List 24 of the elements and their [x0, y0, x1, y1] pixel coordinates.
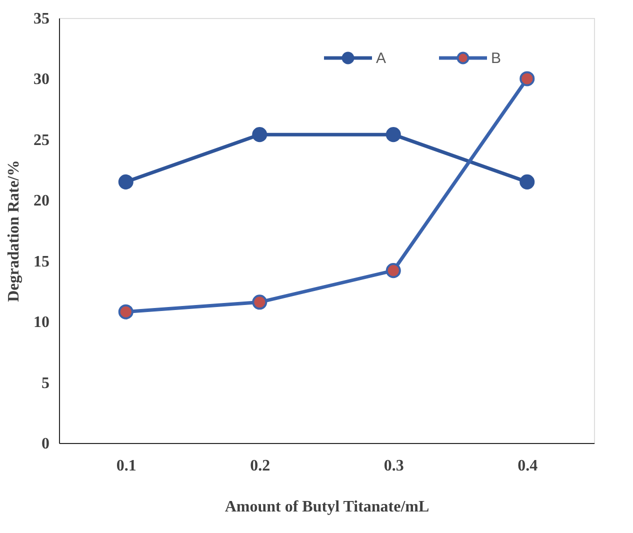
- point: [520, 174, 535, 190]
- x-tick-label: 0.1: [116, 458, 136, 474]
- y-tick-label: 5: [42, 374, 50, 392]
- point: [252, 294, 268, 310]
- point: [118, 304, 134, 320]
- y-tick-label: 30: [34, 71, 50, 88]
- y-tick-label: 25: [34, 132, 50, 149]
- x-tick-label: 0.4: [518, 458, 538, 474]
- y-tick-label: 15: [34, 253, 50, 270]
- y-tick-label: 20: [34, 192, 50, 210]
- y-tick-label: 10: [34, 314, 50, 332]
- point: [520, 71, 535, 86]
- point: [386, 263, 401, 278]
- y-tick-label: 0: [42, 436, 50, 452]
- legend-label: A: [376, 50, 386, 67]
- y-tick-label: 35: [34, 10, 50, 28]
- x-tick-label: 0.2: [250, 458, 270, 474]
- point: [386, 127, 401, 142]
- legend-label: B: [491, 50, 502, 67]
- y-axis-title: Degradation Rate/%: [6, 160, 22, 302]
- x-tick-label: 0.3: [384, 458, 404, 474]
- x-axis-title: Amount of Butyl Titanate/mL: [224, 498, 430, 516]
- point: [252, 127, 268, 142]
- point: [118, 174, 134, 190]
